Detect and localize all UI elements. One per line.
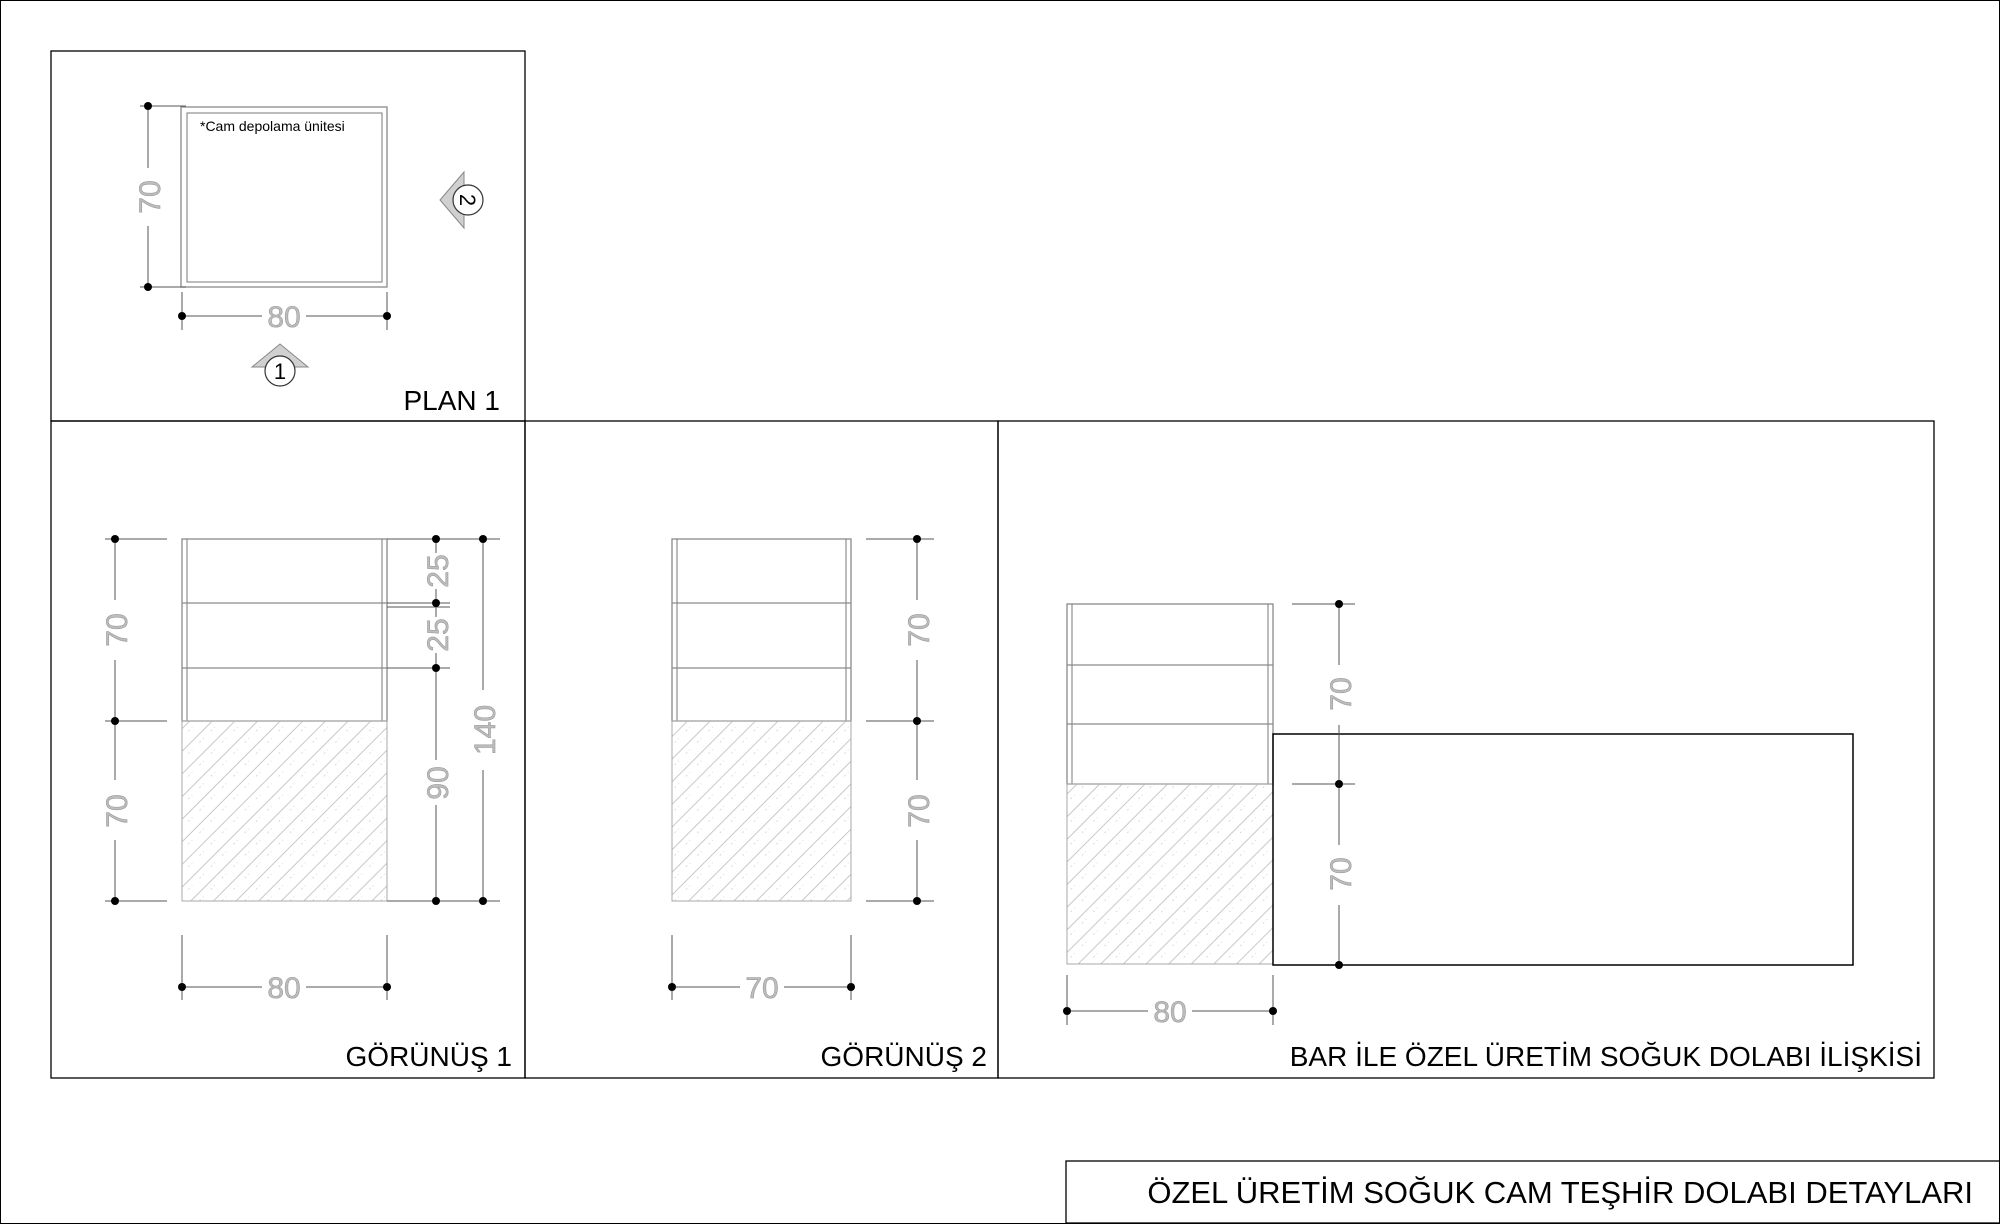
view-1-panel: 70 70 25 25 90 140 xyxy=(50,420,526,1079)
relation-width-dimension: 80 xyxy=(1063,975,1277,1029)
view-2-title: GÖRÜNÜŞ 2 xyxy=(821,1041,987,1072)
plan-cabinet-inner xyxy=(186,112,383,283)
view-2-dim-lower: 70 xyxy=(903,794,936,827)
view-1-dim-base: 90 xyxy=(422,766,455,799)
plan-note: *Cam depolama ünitesi xyxy=(200,118,345,134)
bar-relation-panel: 70 70 80 BAR İLE ÖZEL ÜRETİM SOĞUK DOLAB… xyxy=(997,420,1935,1079)
view-1-right-dimensions: 25 25 90 140 xyxy=(387,535,502,905)
relation-dim-upper: 70 xyxy=(1325,677,1358,710)
relation-base xyxy=(1066,783,1274,965)
view-2-width-dimension: 70 xyxy=(668,935,855,1005)
sheet-title: ÖZEL ÜRETİM SOĞUK CAM TEŞHİR DOLABI DETA… xyxy=(1147,1175,1973,1210)
view-2-glass-section xyxy=(671,538,852,722)
bar-relation-title: BAR İLE ÖZEL ÜRETİM SOĞUK DOLABI İLİŞKİS… xyxy=(1290,1041,1922,1072)
view-2-dim-width: 70 xyxy=(745,972,778,1005)
marker-1-label: 1 xyxy=(274,359,286,384)
title-block: ÖZEL ÜRETİM SOĞUK CAM TEŞHİR DOLABI DETA… xyxy=(1065,1160,2000,1224)
view-1-title: GÖRÜNÜŞ 1 xyxy=(346,1041,512,1072)
relation-dim-width: 80 xyxy=(1153,996,1186,1029)
relation-dim-lower: 70 xyxy=(1325,857,1358,890)
view-1-glass-section xyxy=(181,538,388,722)
marker-2-label: 2 xyxy=(455,194,480,206)
plan-cabinet-outer xyxy=(180,106,388,288)
view-1-dim-upper: 70 xyxy=(101,613,134,646)
view-1-dim-total: 140 xyxy=(469,705,502,755)
view-2-panel: 70 70 70 GÖRÜNÜŞ 2 xyxy=(524,420,999,1079)
view-2-right-dimensions: 70 70 xyxy=(866,535,936,905)
view-marker-2: 2 xyxy=(439,170,484,230)
relation-height-dimensions: 70 70 xyxy=(1292,600,1358,969)
view-1-dim-width: 80 xyxy=(267,972,300,1005)
view-1-left-dimensions: 70 70 xyxy=(101,535,167,905)
view-1-dim-lower: 70 xyxy=(101,794,134,827)
plan-dim-width: 80 xyxy=(267,301,300,334)
view-2-dim-upper: 70 xyxy=(903,613,936,646)
plan-1-title: PLAN 1 xyxy=(404,385,501,416)
plan-depth-dimension: 70 xyxy=(134,102,186,291)
relation-glass-section xyxy=(1066,603,1274,785)
bar-relation-frame xyxy=(997,420,1935,1079)
view-marker-1: 1 xyxy=(250,343,310,387)
plan-width-dimension: 80 xyxy=(178,292,391,334)
title-block-frame xyxy=(1065,1160,2000,1224)
view-1-dim-shelf-a: 25 xyxy=(422,554,455,587)
bar-counter xyxy=(1272,733,1854,966)
view-1-width-dimension: 80 xyxy=(178,935,391,1005)
plan-1-panel: *Cam depolama ünitesi 70 80 1 xyxy=(50,50,526,422)
view-1-base xyxy=(181,720,388,902)
view-1-dim-shelf-b: 25 xyxy=(422,618,455,651)
plan-dim-depth: 70 xyxy=(134,180,167,213)
view-2-base xyxy=(671,720,852,902)
